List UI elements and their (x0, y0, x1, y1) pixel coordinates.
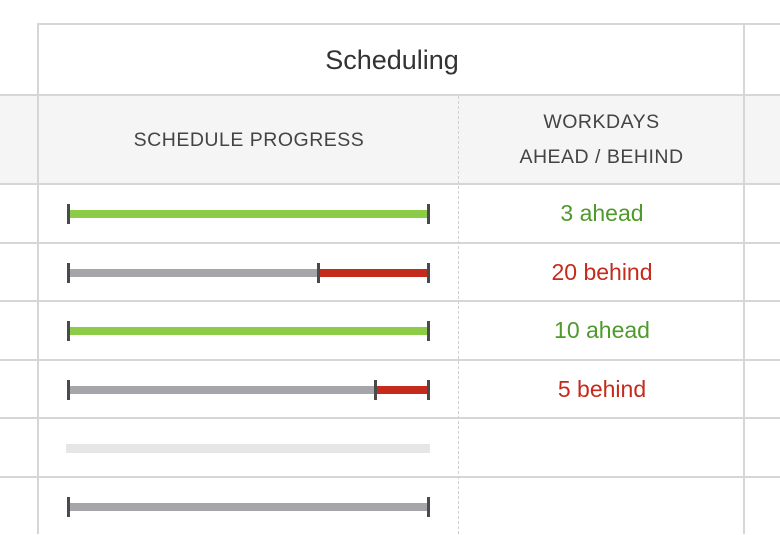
progress-end-tick (427, 380, 430, 400)
table-row[interactable] (40, 419, 744, 476)
column-header-label-line1: WORKDAYS (543, 111, 660, 133)
progress-end-tick (427, 321, 430, 341)
table-row[interactable]: 10 ahead (40, 302, 744, 359)
schedule-progress-bar (67, 263, 430, 283)
progress-marker (374, 380, 378, 400)
divider (0, 476, 780, 478)
progress-start-tick (67, 204, 70, 224)
progress-start-tick (67, 321, 70, 341)
column-border (743, 23, 745, 534)
progress-end-tick (427, 497, 430, 517)
table-row[interactable]: 5 behind (40, 361, 744, 418)
schedule-progress-bar (67, 497, 430, 517)
column-header-label-line2: AHEAD / BEHIND (519, 146, 684, 168)
workdays-delta: 10 ahead (554, 317, 650, 343)
divider (0, 183, 780, 185)
progress-bar-empty (66, 444, 430, 453)
progress-segment-behind (317, 269, 428, 277)
schedule-progress-bar (67, 321, 430, 341)
divider (0, 300, 780, 302)
divider (0, 417, 780, 419)
progress-start-tick (67, 497, 70, 517)
progress-segment-completed (68, 386, 376, 394)
workdays-delta: 20 behind (551, 259, 653, 285)
progress-end-tick (427, 204, 430, 224)
table-row[interactable] (40, 478, 744, 535)
column-header-label: SCHEDULE PROGRESS (133, 128, 365, 151)
schedule-progress-bar (67, 380, 430, 400)
workdays-delta (460, 478, 744, 535)
column-header-workdays[interactable]: WORKDAYS AHEAD / BEHIND (459, 96, 744, 184)
workdays-delta: 3 ahead (560, 200, 644, 226)
progress-segment-completed (68, 269, 318, 277)
progress-start-tick (67, 263, 70, 283)
schedule-progress-bar (67, 204, 430, 224)
column-divider-dashed (458, 96, 459, 534)
progress-segment-ahead (68, 210, 428, 218)
progress-segment-ahead (68, 327, 428, 335)
subheader-background (0, 96, 780, 184)
progress-segment-neutral (68, 503, 428, 511)
divider (0, 94, 780, 96)
divider (0, 242, 780, 244)
workdays-delta (460, 419, 744, 476)
table-row[interactable]: 3 ahead (40, 185, 744, 242)
column-border (37, 23, 39, 534)
workdays-delta: 5 behind (557, 376, 647, 402)
divider (0, 359, 780, 361)
divider (38, 23, 780, 25)
progress-end-tick (427, 263, 430, 283)
group-header-scheduling: Scheduling (325, 44, 459, 75)
column-header-schedule-progress[interactable]: SCHEDULE PROGRESS (40, 96, 458, 184)
progress-start-tick (67, 380, 70, 400)
progress-marker (316, 263, 320, 283)
table-row[interactable]: 20 behind (40, 244, 744, 301)
progress-segment-behind (375, 386, 428, 394)
